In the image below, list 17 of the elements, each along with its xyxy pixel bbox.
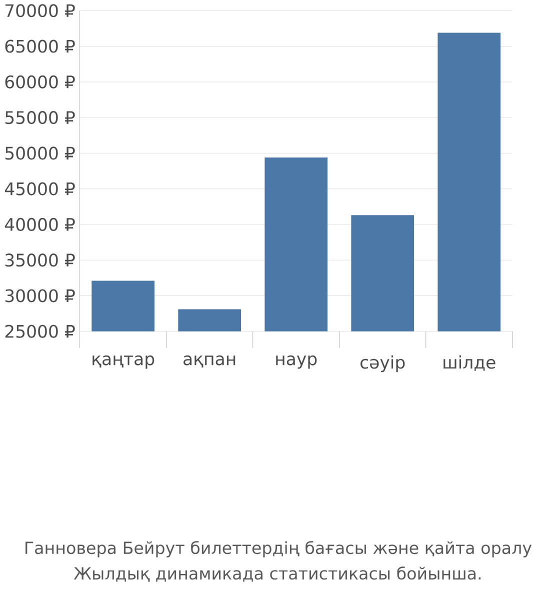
y-tick-label: 25000 ₽ bbox=[5, 324, 75, 338]
text: Жылдық динамикада статистикасы бойынша. bbox=[74, 566, 480, 582]
x-tick-label: сәуір bbox=[360, 355, 405, 372]
y-tick-label: 45000 ₽ bbox=[4, 182, 75, 196]
y-tick-label: 55000 ₽ bbox=[5, 111, 75, 124]
x-tick-label: қаңтар bbox=[92, 355, 154, 369]
y-tick-label: 35000 ₽ bbox=[5, 254, 75, 267]
x-tick-label: шілде bbox=[444, 355, 496, 371]
y-tick-label: 65000 ₽ bbox=[5, 40, 75, 53]
x-tick-label: наур bbox=[276, 355, 317, 369]
y-tick-label: 60000 ₽ bbox=[5, 75, 75, 88]
y-tick-label: 40000 ₽ bbox=[4, 218, 75, 231]
x-tick-label: ақпан bbox=[183, 355, 235, 368]
y-tick-label: 50000 ₽ bbox=[5, 146, 75, 160]
y-tick-label: 30000 ₽ bbox=[5, 289, 75, 302]
text: Ганновера Бейрут билеттердің бағасы және қайта оралу bbox=[25, 540, 532, 558]
y-tick-label: 70000 ₽ bbox=[5, 4, 75, 18]
